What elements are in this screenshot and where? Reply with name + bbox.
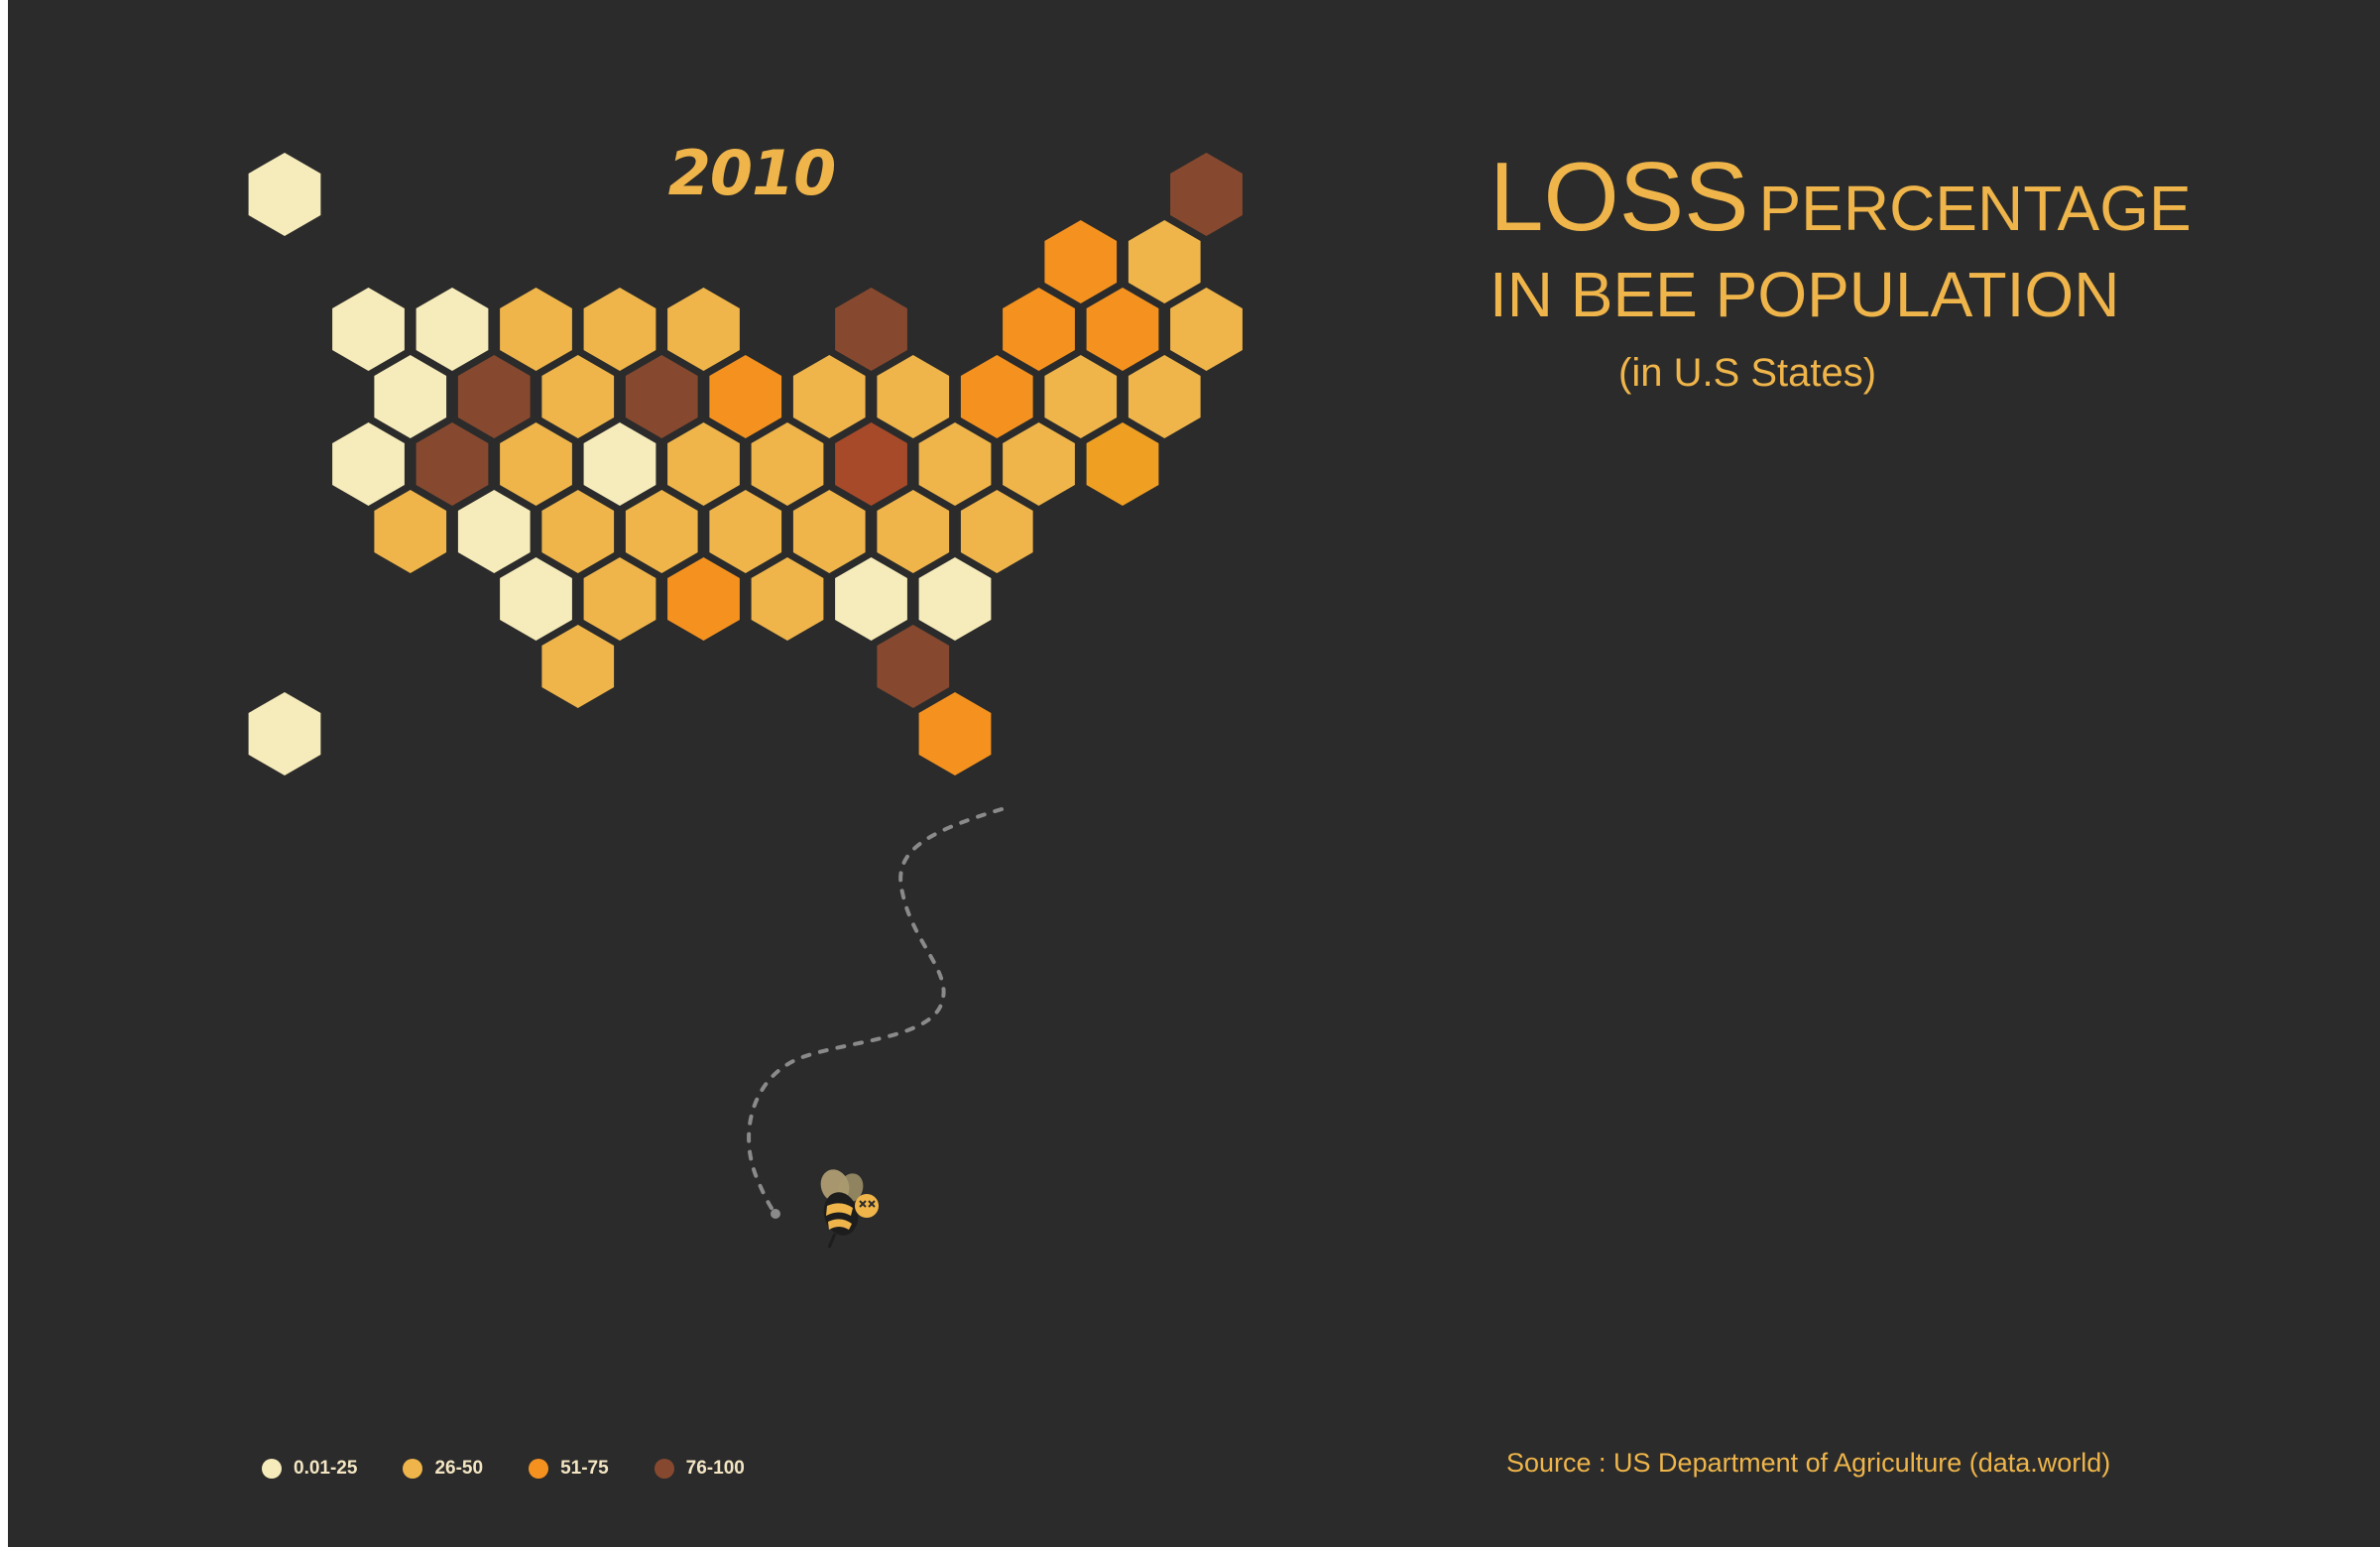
year-label: 2010: [667, 137, 837, 209]
hex-tile-45: [835, 557, 907, 641]
legend-label-1: 26-50: [434, 1458, 484, 1479]
legend-item-2: 51-75: [529, 1458, 609, 1480]
hex-tile-48: [877, 625, 950, 708]
hex-tile-21: [1044, 355, 1118, 438]
legend-swatch-2: [529, 1459, 549, 1479]
legend-item-1: 26-50: [403, 1458, 483, 1480]
hex-tile-23: [332, 422, 405, 506]
legend-swatch-3: [654, 1459, 674, 1479]
hex-tile-6: [500, 288, 572, 371]
hex-tile-1: [1170, 153, 1243, 236]
hex-tile-39: [877, 490, 950, 573]
hex-tile-22: [1128, 355, 1201, 438]
hex-tile-35: [541, 490, 615, 573]
source-note: Source : US Department of Agriculture (d…: [1506, 1448, 2111, 1478]
hex-tile-9: [835, 288, 907, 371]
hex-tile-30: [918, 422, 992, 506]
hex-tile-0: [248, 153, 321, 236]
title-line-2: IN BEE POPULATION: [1489, 259, 2120, 330]
hex-tile-20: [960, 355, 1033, 438]
flight-path-dot: [771, 1209, 780, 1219]
hex-tile-44: [751, 557, 824, 641]
hex-tile-13: [374, 355, 447, 438]
legend: 0.01-25 26-50 51-75 76-100: [262, 1458, 790, 1480]
hex-tile-28: [751, 422, 824, 506]
legend-label-3: 76-100: [685, 1458, 745, 1479]
hex-tile-5: [416, 288, 489, 371]
hex-tiles: [248, 153, 1243, 775]
hex-tile-47: [541, 625, 615, 708]
hex-tile-4: [332, 288, 405, 371]
hex-tile-3: [1128, 220, 1201, 303]
hex-tile-15: [541, 355, 615, 438]
bee-flight-path: [747, 807, 1004, 1216]
title-big-word: LOSS: [1489, 142, 1749, 251]
legend-item-3: 76-100: [654, 1458, 745, 1480]
hex-tile-27: [667, 422, 740, 506]
hex-tile-14: [457, 355, 531, 438]
hex-tile-8: [667, 288, 740, 371]
hex-tile-10: [1003, 288, 1075, 371]
hex-tile-46: [918, 557, 992, 641]
chart-title: LOSS PERCENTAGE IN BEE POPULATION (in U.S…: [1489, 147, 2192, 396]
hex-tile-36: [625, 490, 698, 573]
hex-tile-37: [709, 490, 782, 573]
hex-tile-11: [1086, 288, 1159, 371]
hex-tile-34: [457, 490, 531, 573]
hex-tile-40: [960, 490, 1033, 573]
hex-tile-16: [625, 355, 698, 438]
title-small-word: PERCENTAGE: [1758, 173, 2192, 244]
hex-tile-25: [500, 422, 572, 506]
legend-label-2: 51-75: [560, 1458, 609, 1479]
legend-swatch-0: [262, 1459, 282, 1479]
hex-tile-19: [877, 355, 950, 438]
dead-bee-icon: [820, 1169, 879, 1249]
legend-item-0: 0.01-25: [262, 1458, 357, 1480]
legend-label-0: 0.01-25: [294, 1458, 358, 1479]
hex-tile-42: [583, 557, 656, 641]
hex-tile-17: [709, 355, 782, 438]
hex-tile-2: [1044, 220, 1118, 303]
hex-tile-29: [835, 422, 907, 506]
hex-tile-33: [374, 490, 447, 573]
hex-tile-18: [792, 355, 866, 438]
hex-tile-32: [1086, 422, 1159, 506]
hex-tile-24: [416, 422, 489, 506]
hex-tile-43: [667, 557, 740, 641]
hex-tile-12: [1170, 288, 1243, 371]
hex-tile-49: [248, 692, 321, 775]
hex-tile-7: [583, 288, 656, 371]
hex-tile-26: [583, 422, 656, 506]
hex-tile-41: [500, 557, 572, 641]
hex-tile-50: [918, 692, 992, 775]
hex-tile-38: [792, 490, 866, 573]
hex-tile-31: [1003, 422, 1075, 506]
legend-swatch-1: [403, 1459, 423, 1479]
chart-subtitle: (in U.S States): [1618, 351, 1877, 395]
